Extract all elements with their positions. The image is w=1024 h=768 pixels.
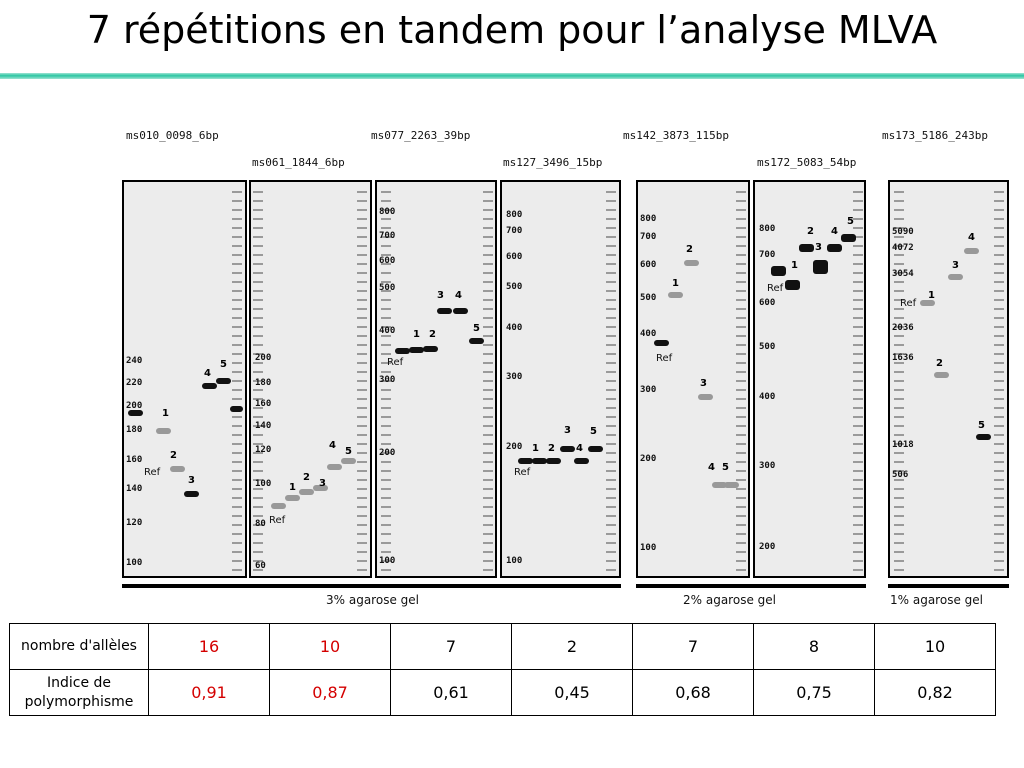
table-row: nombre d'allèles 16 10 7 2 7 8 10 [9,623,996,670]
table-cell: 0,91 [148,669,270,716]
gel-band [230,406,243,412]
gel-band [453,308,468,314]
ladder-lane [232,184,242,574]
ladder-lane [994,184,1004,574]
table-cell: 0,68 [632,669,754,716]
gel-concentration-label: 1% agarose gel [890,593,983,607]
gel-band [799,244,814,252]
gel-band [532,458,547,464]
gel-panel-ms010: 240 220 200 180 160 140 120 100 1 2 3 4 … [122,180,247,578]
table-cell: 7 [632,623,754,670]
gel-band [128,410,143,416]
gel-concentration-label: 2% agarose gel [683,593,776,607]
table-cell: 0,87 [269,669,391,716]
ladder-lane [381,184,391,574]
table-cell: 0,82 [874,669,996,716]
gel-band [654,340,669,346]
gel-band [976,434,991,440]
gel-name-ms010: ms010_0098_6bp [126,129,219,142]
gel-name-ms173: ms173_5186_243bp [882,129,988,142]
gel-panel-ms172: 800 700 600 500 400 300 200 1 2 3 4 5 Re… [753,180,866,578]
gel-panel-ms173: 5090 4072 3054 2036 1636 1018 506 1 2 3 … [888,180,1009,578]
gel-name-ms077: ms077_2263_39bp [371,129,471,142]
gel-band [813,260,828,274]
gel-panel-ms061: 200 180 160 140 120 100 80 60 1 2 3 4 5 … [249,180,372,578]
ladder-lane [253,184,263,574]
table-cell: 0,61 [390,669,512,716]
gel-band [184,491,199,497]
gel-band [574,458,589,464]
row-header: nombre d'allèles [9,623,149,670]
slide-title: 7 répétitions en tandem pour l’analyse M… [86,8,938,52]
gel-panel-ms142: 800 700 600 500 400 300 200 100 1 2 3 4 … [636,180,750,578]
table-body: nombre d'allèles 16 10 7 2 7 8 10 Indice de poly… [9,623,996,716]
gel-band [934,372,949,378]
gel-band [216,378,231,384]
gel-band [518,458,533,464]
gel-band [724,482,739,488]
gel-band [395,348,410,354]
gel-band [423,346,438,352]
gel-band [313,485,328,491]
gel-band [668,292,683,298]
gel-name-ms127: ms127_3496_15bp [503,156,603,169]
gel-group-bar [636,584,866,588]
gel-name-ms061: ms061_1844_6bp [252,156,345,169]
table-cell: 10 [874,623,996,670]
ladder-lane [357,184,367,574]
gel-band [285,495,300,501]
gel-band [771,266,786,276]
gel-band [156,428,171,434]
gel-band [684,260,699,266]
gel-band [409,347,424,353]
table-cell: 0,75 [753,669,875,716]
table-cell: 7 [390,623,512,670]
gel-band [299,489,314,495]
table-cell: 10 [269,623,391,670]
gel-band [785,280,800,290]
ladder-lane [853,184,863,574]
table-cell: 8 [753,623,875,670]
gel-name-ms172: ms172_5083_54bp [757,156,857,169]
title-divider [0,73,1024,79]
ladder-lane [894,184,904,574]
ladder-lane [736,184,746,574]
gel-band [560,446,575,452]
table-cell: 2 [511,623,633,670]
gel-band [202,383,217,389]
gel-band [469,338,484,344]
gel-band [712,482,727,488]
gel-band [841,234,856,242]
gel-band [588,446,603,452]
gel-band [437,308,452,314]
gel-band [920,300,935,306]
gel-panel-ms077: 800 700 600 500 400 300 200 100 1 2 3 4 … [375,180,497,578]
gel-concentration-label: 3% agarose gel [326,593,419,607]
gel-group-bar [122,584,621,588]
ladder-lane [606,184,616,574]
gel-name-ms142: ms142_3873_115bp [623,129,729,142]
gel-group-bar [888,584,1009,588]
gel-band [170,466,185,472]
gel-band [271,503,286,509]
gel-band [546,458,561,464]
ladder-lane [483,184,493,574]
gel-band [341,458,356,464]
table-row: Indice de polymorphisme 0,91 0,87 0,61 0,45 0… [9,669,996,716]
table-cell: 0,45 [511,669,633,716]
gel-band [948,274,963,280]
gel-band [698,394,713,400]
row-header: Indice de polymorphisme [9,669,149,716]
gel-panel-ms127: 800 700 600 500 400 300 200 100 1 2 3 4 … [500,180,621,578]
table-cell: 16 [148,623,270,670]
gel-band [964,248,979,254]
gel-band [327,464,342,470]
mlva-summary-table: nombre d'allèles 16 10 7 2 7 8 10 Indice de poly… [9,623,996,716]
gel-band [827,244,842,252]
